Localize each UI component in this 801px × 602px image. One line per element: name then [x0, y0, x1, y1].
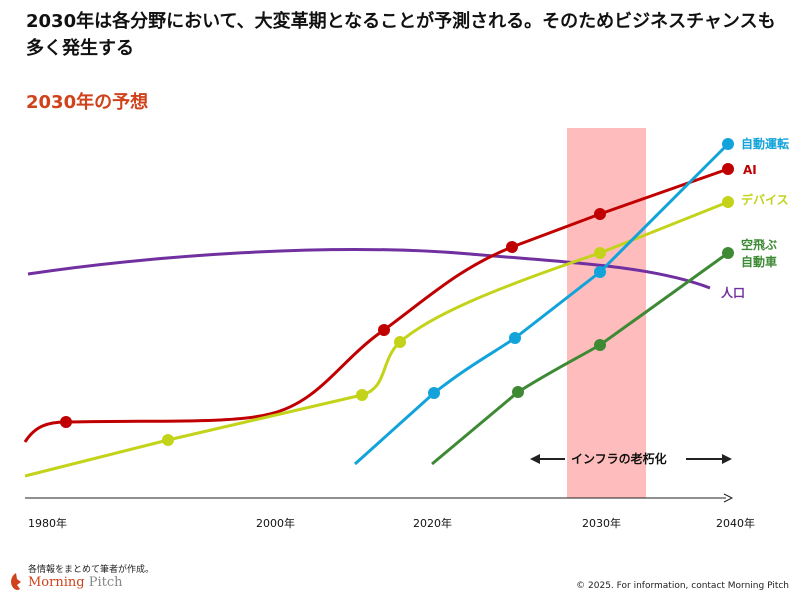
autonomous-point: [722, 138, 734, 150]
page-title: 2030年は各分野において、大変革期となることが予測される。そのためビジネスチャ…: [26, 11, 776, 59]
autonomous-point: [428, 387, 440, 399]
device-point: [594, 247, 606, 259]
label-device: デバイス: [741, 192, 789, 207]
label-population: 人口: [721, 285, 745, 300]
source-note: 各情報をまとめて筆者が作成。: [28, 565, 155, 575]
label-ai: AI: [743, 163, 757, 177]
label-flying-car-1: 空飛ぶ: [741, 237, 777, 252]
band-label: インフラの老朽化: [571, 451, 667, 466]
ai-points: [60, 163, 734, 428]
device-point: [394, 336, 406, 348]
ai-point: [506, 241, 518, 253]
label-flying-car-2: 自動車: [741, 254, 777, 269]
autonomous-point: [594, 266, 606, 278]
ai-point: [60, 416, 72, 428]
device-point: [162, 434, 174, 446]
flying-car-points: [512, 247, 734, 398]
device-point: [722, 196, 734, 208]
label-autonomous: 自動運転: [741, 136, 789, 151]
autonomous-point: [509, 332, 521, 344]
x-label-1980: 1980年: [28, 516, 67, 530]
band-arrow-left: [530, 454, 540, 464]
autonomous-points: [428, 138, 734, 399]
diagram-subtitle: 2030年の予想: [26, 92, 149, 113]
flying-car-point: [594, 339, 606, 351]
copyright: © 2025. For information, contact Morning…: [576, 581, 789, 591]
logo-icon: [11, 573, 21, 590]
population-line: [27, 248, 711, 290]
ai-point: [378, 324, 390, 336]
device-line: [24, 200, 729, 478]
x-label-2020: 2020年: [413, 516, 452, 530]
x-label-2040: 2040年: [716, 516, 755, 530]
x-axis-arrow: [723, 493, 734, 503]
x-label-2030: 2030年: [582, 516, 621, 530]
morning-pitch-logo: Morning Pitch: [8, 572, 123, 592]
ai-point: [722, 163, 734, 175]
autonomous-driving-line: [353, 142, 730, 466]
highlight-band-2030: [567, 128, 646, 498]
device-point: [356, 389, 368, 401]
device-points: [162, 196, 734, 446]
ai-point: [594, 208, 606, 220]
x-label-2000: 2000年: [256, 516, 295, 530]
band-arrow-right: [722, 454, 732, 464]
flying-car-point: [512, 386, 524, 398]
flying-car-point: [722, 247, 734, 259]
